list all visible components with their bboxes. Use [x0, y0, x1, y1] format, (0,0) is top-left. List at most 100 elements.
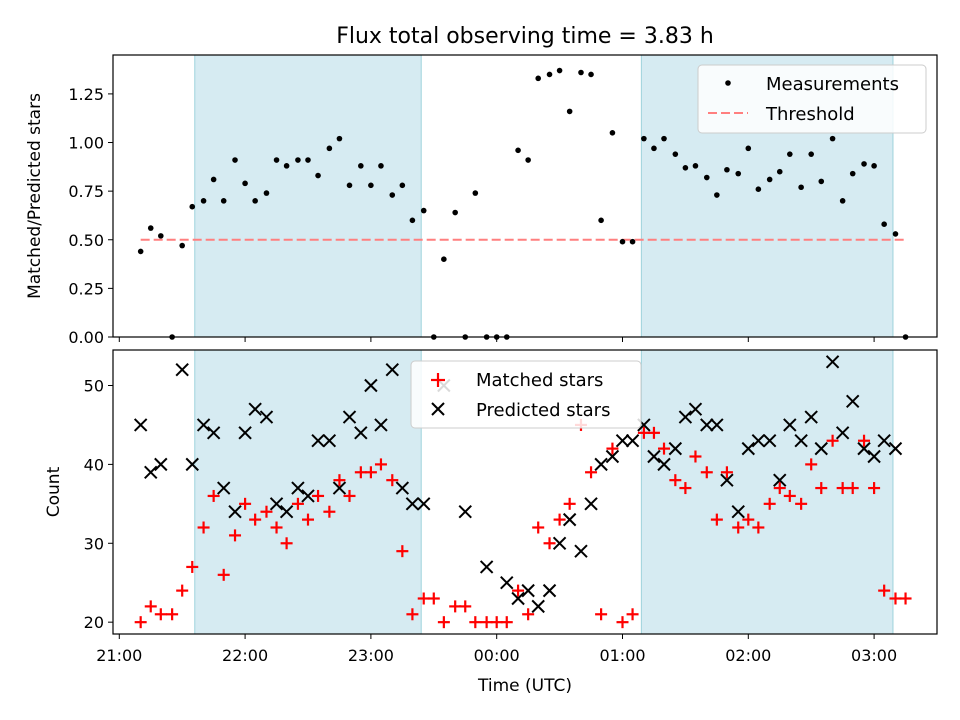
matched-star-point: [626, 608, 639, 621]
predicted-star-point: [710, 418, 724, 432]
matched-star-point: [437, 616, 450, 629]
x-axis-label: Time (UTC): [477, 676, 572, 696]
predicted-star-point: [888, 441, 903, 456]
measurement-point: [672, 151, 679, 157]
measurement-point: [871, 163, 877, 169]
matched-star-point: [878, 584, 891, 597]
predicted-star-point: [814, 441, 828, 456]
predicted-star-point: [479, 560, 494, 574]
predicted-star-point: [846, 394, 860, 408]
matched-star-point: [720, 466, 733, 479]
predicted-star-point: [395, 481, 410, 495]
measurement-point: [839, 198, 846, 204]
predicted-star-point: [552, 536, 567, 550]
predicted-star-point: [458, 505, 472, 519]
measurement-point: [283, 163, 290, 169]
matched-star-point: [354, 466, 367, 479]
predicted-star-point: [783, 418, 797, 432]
measurement-point: [776, 168, 783, 175]
measurement-point: [566, 108, 573, 115]
top-y-axis-ticks: 0.00 0.25 0.50 0.75 1.00 1.25: [68, 85, 113, 347]
measurement-point: [137, 248, 144, 255]
measurement-point: [147, 225, 154, 231]
bottom-y-axis-label: Count: [44, 466, 64, 517]
measurement-point: [452, 209, 458, 216]
matched-star-point: [229, 529, 242, 542]
bottom-y-axis-ticks: 20 30 40 50: [84, 377, 113, 632]
x-tick-label: 21:00: [96, 646, 142, 665]
matched-star-point: [186, 560, 199, 573]
measurement-point: [641, 135, 647, 142]
measurement-point: [808, 151, 814, 157]
measurement-point: [242, 180, 248, 187]
measurement-point: [682, 165, 689, 171]
predicted-star-point: [417, 497, 431, 511]
measurement-point: [787, 151, 793, 157]
predicted-star-point: [794, 434, 808, 448]
matched-star-point: [700, 466, 713, 479]
predicted-star-point: [688, 402, 703, 416]
matched-star-point: [166, 608, 179, 621]
matched-star-point: [606, 442, 619, 455]
predicted-star-point: [531, 599, 545, 614]
predicted-star-point: [542, 583, 557, 598]
measurement-point: [724, 166, 730, 173]
predicted-star-point: [279, 505, 294, 519]
matched-star-point: [512, 584, 525, 597]
legend-predicted-label: Predicted stars: [476, 400, 610, 421]
matched-star-point: [270, 521, 283, 534]
predicted-star-point: [594, 457, 608, 472]
matched-star-point: [134, 616, 147, 629]
predicted-star-point: [668, 441, 683, 456]
matched-star-point: [469, 616, 482, 629]
measurement-point: [629, 238, 636, 245]
measurement-point: [861, 161, 867, 167]
matched-star-point: [647, 426, 660, 439]
matched-star-point: [417, 592, 430, 605]
matched-star-point: [732, 521, 745, 534]
matched-star-point: [396, 545, 409, 558]
bottom-y-tick-label: 50: [84, 377, 104, 396]
bottom-shaded-regions: [194, 349, 894, 635]
top-y-tick-label: 0.50: [68, 231, 104, 250]
matched-star-point: [846, 482, 859, 495]
matched-star-point: [301, 513, 314, 526]
measurement-point: [252, 198, 258, 204]
matched-star-point: [480, 616, 493, 629]
matched-star-point: [742, 513, 755, 526]
measurement-point: [881, 221, 887, 227]
matched-star-point: [669, 474, 682, 487]
matched-star-point: [553, 513, 566, 526]
measurement-point: [210, 176, 217, 183]
matched-stars-points: [134, 418, 912, 629]
matched-star-point: [217, 568, 230, 581]
legend-measurements-label: Measurements: [766, 74, 899, 95]
predicted-star-point: [500, 576, 514, 590]
measurement-point: [368, 182, 374, 189]
measurement-point: [798, 184, 804, 191]
matched-star-point: [312, 489, 325, 502]
x-tick-label: 01:00: [599, 646, 645, 665]
predicted-star-point: [269, 497, 284, 511]
predicted-star-point: [625, 434, 640, 448]
predicted-star-point: [291, 481, 305, 495]
bottom-axes-frame: [112, 349, 938, 635]
matched-star-point: [291, 497, 304, 510]
measurement-point: [232, 157, 238, 163]
matched-star-point: [826, 434, 839, 447]
bottom-y-tick-label: 30: [84, 534, 104, 553]
matched-star-point: [595, 608, 608, 621]
matched-star-point: [763, 497, 776, 510]
matched-star-point: [323, 505, 336, 518]
matched-star-point: [386, 474, 399, 487]
matched-star-point: [889, 592, 902, 605]
matched-star-point: [836, 482, 849, 495]
measurement-point: [714, 192, 720, 198]
measurement-point: [336, 135, 343, 142]
measurement-point: [315, 172, 321, 179]
predicted-star-point: [615, 434, 630, 448]
matched-star-point: [532, 521, 545, 534]
predicted-star-point: [133, 418, 148, 432]
measurement-point: [766, 176, 773, 183]
measurement-point: [158, 233, 164, 239]
